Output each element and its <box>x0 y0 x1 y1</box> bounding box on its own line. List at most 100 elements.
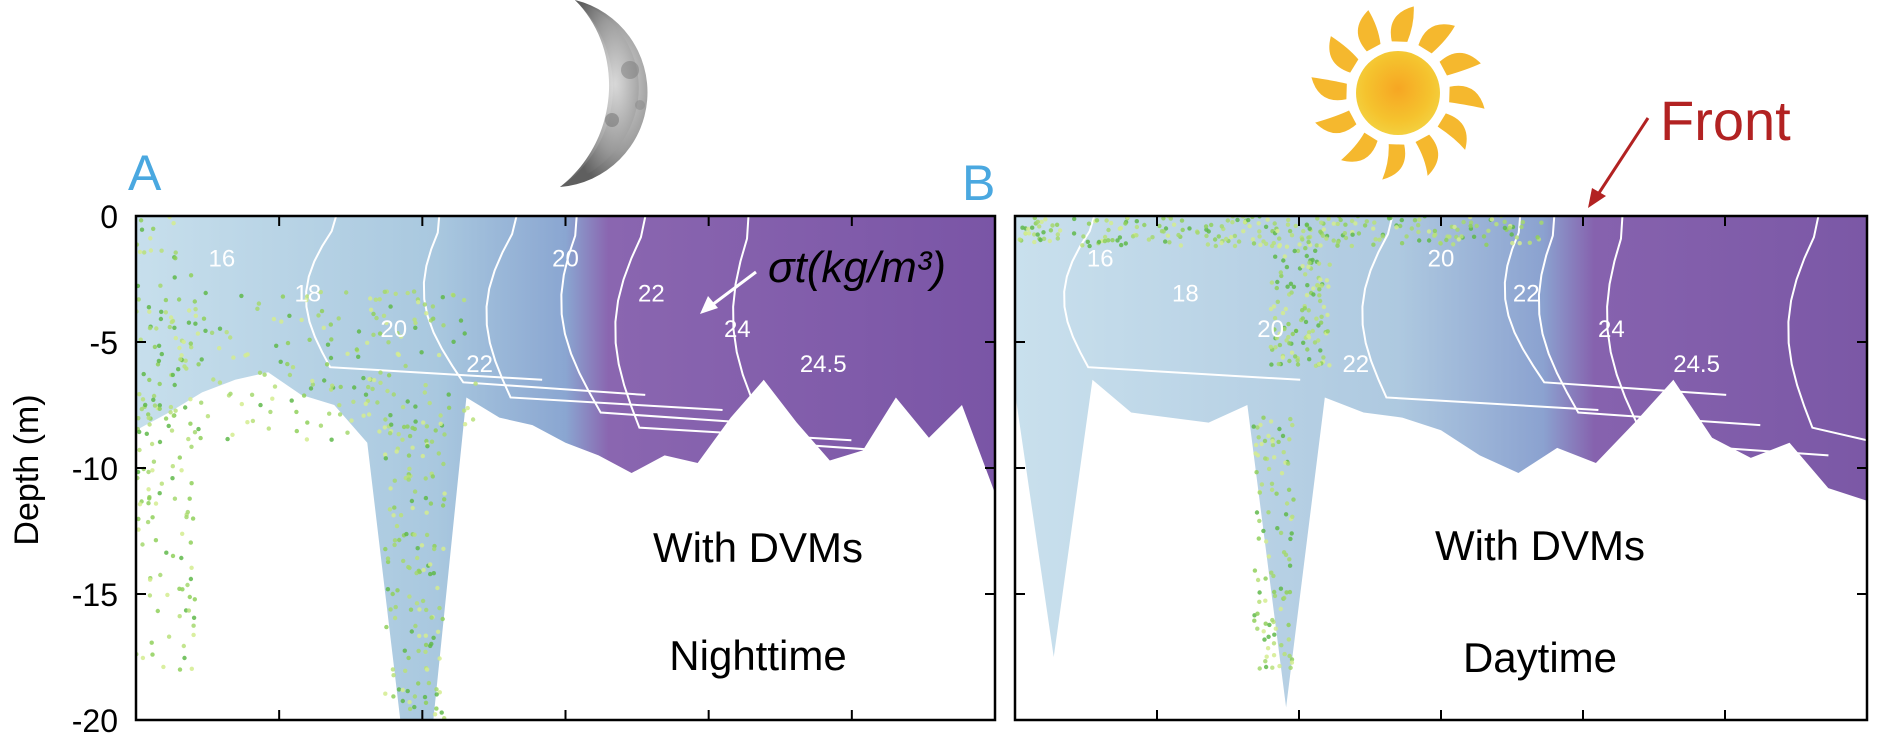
sun-ray <box>1449 85 1485 109</box>
phytoplankton-point <box>1250 237 1256 242</box>
phytoplankton-point <box>272 384 278 389</box>
phytoplankton-point <box>147 309 152 314</box>
phytoplankton-point <box>1318 348 1323 353</box>
phytoplankton-point <box>415 555 420 561</box>
phytoplankton-point <box>1273 254 1278 259</box>
phytoplankton-point <box>1286 217 1291 223</box>
phytoplankton-point <box>1287 228 1293 234</box>
phytoplankton-point <box>1451 242 1456 247</box>
phytoplankton-point <box>406 477 411 482</box>
phytoplankton-point <box>1343 235 1349 241</box>
phytoplankton-point <box>159 481 164 486</box>
phytoplankton-point <box>1279 471 1285 476</box>
phytoplankton-point <box>1335 221 1341 227</box>
phytoplankton-point <box>1216 234 1222 239</box>
phytoplankton-point <box>1293 354 1298 359</box>
phytoplankton-point <box>1295 358 1300 363</box>
phytoplankton-point <box>412 704 417 710</box>
phytoplankton-point <box>157 403 162 408</box>
phytoplankton-point <box>156 358 162 364</box>
phytoplankton-point <box>145 519 151 525</box>
phytoplankton-point <box>435 585 440 591</box>
phytoplankton-point <box>1335 243 1340 248</box>
phytoplankton-point <box>378 380 383 385</box>
phytoplankton-point <box>170 372 175 378</box>
phytoplankton-point <box>1426 238 1432 243</box>
phytoplankton-point <box>1096 239 1102 245</box>
phytoplankton-point <box>285 340 291 346</box>
phytoplankton-point <box>304 437 310 442</box>
phytoplankton-point <box>1268 344 1274 350</box>
phytoplankton-point <box>193 307 198 312</box>
phytoplankton-point <box>412 694 418 699</box>
phytoplankton-point <box>1123 221 1128 226</box>
phytoplankton-point <box>416 681 421 686</box>
phytoplankton-point <box>1037 224 1042 229</box>
phytoplankton-point <box>405 399 410 404</box>
phytoplankton-point <box>473 381 478 386</box>
phytoplankton-point <box>192 597 197 602</box>
phytoplankton-point <box>147 496 152 501</box>
phytoplankton-point <box>285 361 290 367</box>
water-area-a <box>136 216 995 720</box>
phytoplankton-point <box>228 335 233 340</box>
phytoplankton-point <box>1195 230 1200 235</box>
phytoplankton-point <box>1263 598 1268 603</box>
phytoplankton-point <box>1280 433 1286 439</box>
phytoplankton-point <box>1312 340 1318 345</box>
phytoplankton-point <box>392 542 397 548</box>
phytoplankton-point <box>409 498 415 504</box>
phytoplankton-point <box>1394 225 1399 230</box>
phytoplankton-point <box>1267 622 1272 628</box>
phytoplankton-point <box>1259 482 1265 487</box>
phytoplankton-point <box>1236 239 1242 244</box>
phytoplankton-point <box>1399 241 1405 246</box>
phytoplankton-point <box>1289 657 1295 662</box>
phytoplankton-point <box>382 425 387 430</box>
phytoplankton-point <box>356 354 361 359</box>
phytoplankton-point <box>390 667 396 672</box>
phytoplankton-point <box>239 401 244 407</box>
phytoplankton-point <box>172 275 177 280</box>
phytoplankton-point <box>199 357 204 362</box>
phytoplankton-point <box>1331 221 1337 226</box>
phytoplankton-point <box>1489 217 1495 222</box>
phytoplankton-point <box>255 306 260 311</box>
phytoplankton-point <box>1102 238 1108 244</box>
phytoplankton-point <box>1300 237 1305 242</box>
sun-ray <box>1311 77 1347 101</box>
phytoplankton-point <box>1269 487 1275 492</box>
phytoplankton-point <box>1254 510 1260 515</box>
phytoplankton-point <box>1502 225 1508 231</box>
phytoplankton-point <box>1289 660 1295 665</box>
phytoplankton-point <box>217 380 223 385</box>
phytoplankton-point <box>367 377 372 382</box>
phytoplankton-point <box>412 489 418 494</box>
phytoplankton-point <box>1300 316 1306 321</box>
phytoplankton-point <box>413 325 418 330</box>
phytoplankton-point <box>1280 355 1286 360</box>
phytoplankton-point <box>368 307 374 312</box>
phytoplankton-point <box>170 464 175 469</box>
phytoplankton-point <box>1353 221 1358 226</box>
phytoplankton-point <box>1204 233 1209 239</box>
phytoplankton-point <box>1494 222 1499 227</box>
phytoplankton-point <box>427 400 432 406</box>
phytoplankton-point <box>403 668 408 673</box>
phytoplankton-point <box>1284 501 1290 506</box>
phytoplankton-point <box>446 392 451 397</box>
phytoplankton-point <box>416 300 421 305</box>
phytoplankton-point <box>1263 576 1268 581</box>
phytoplankton-point <box>193 321 198 326</box>
phytoplankton-point <box>423 649 428 654</box>
phytoplankton-point <box>1275 299 1281 304</box>
phytoplankton-point <box>1157 223 1162 229</box>
phytoplankton-point <box>156 343 162 348</box>
phytoplankton-point <box>1316 338 1321 343</box>
phytoplankton-point <box>192 430 198 435</box>
phytoplankton-point <box>1277 342 1283 348</box>
phytoplankton-point <box>1035 219 1041 224</box>
phytoplankton-point <box>158 572 163 578</box>
phytoplankton-point <box>1343 222 1348 227</box>
phytoplankton-point <box>1432 228 1438 234</box>
